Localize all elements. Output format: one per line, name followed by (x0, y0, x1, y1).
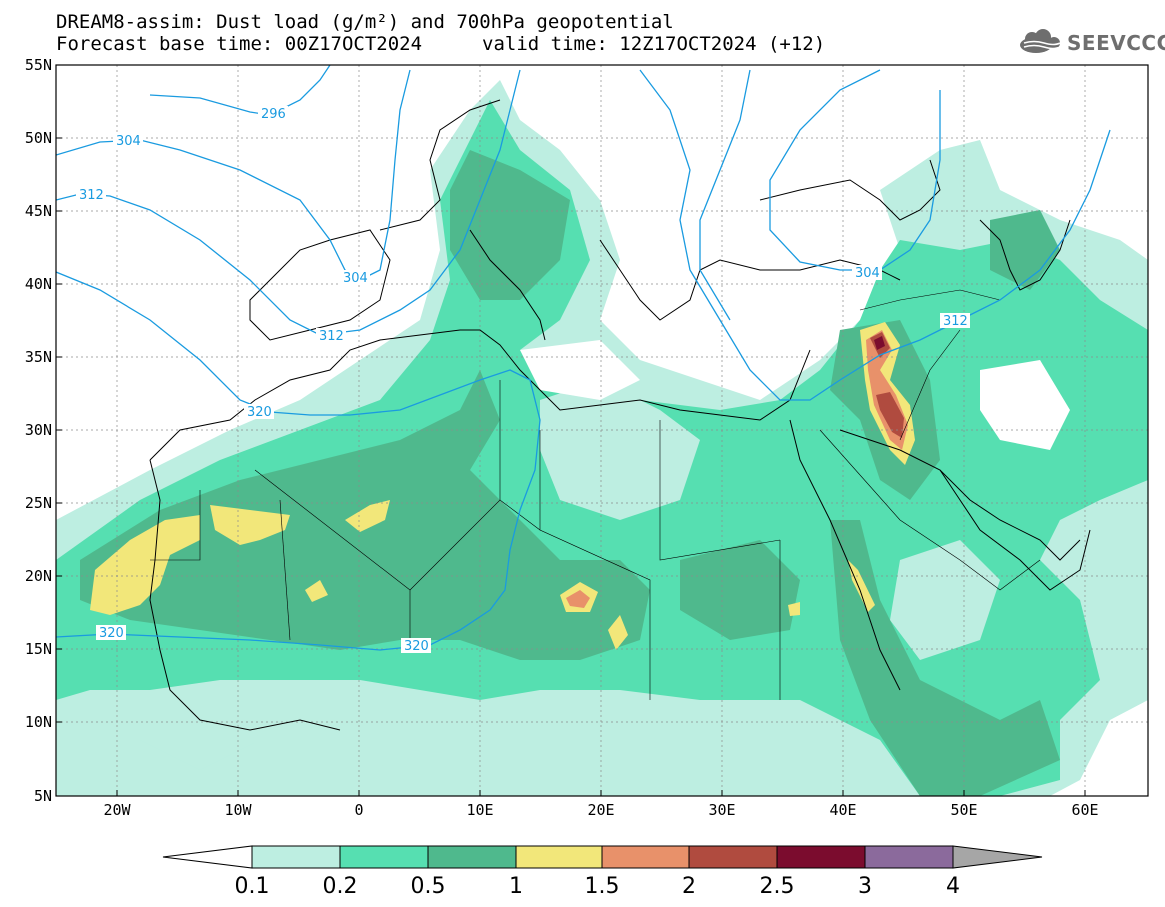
dust-1-area-chad-south (608, 615, 628, 650)
dust-0.5-area-caspian (990, 210, 1060, 290)
dust-clear-area-mediterranean (520, 340, 640, 400)
dust-1.5-area-chad (566, 590, 590, 608)
colorbar-swatch-1.5 (601, 845, 690, 869)
lat-label: 40N (25, 275, 52, 293)
lat-label: 45N (25, 202, 52, 220)
contour-label-320-sahel: 320 (404, 639, 429, 654)
contour-label-304-west: 304 (116, 134, 141, 149)
graticule (56, 65, 1148, 796)
valid-time: valid time: 12Z17OCT2024 (+12) (482, 33, 826, 55)
lat-label: 35N (25, 348, 52, 366)
dust-field: 296 304 312 304 312 320 312 304 320 320 (56, 65, 1148, 796)
latitude-labels: 55N 50N 45N 40N 35N 30N 25N 20N 15N 10N … (25, 56, 52, 805)
dust-1-area-mauritania (90, 515, 200, 615)
map-title: DREAM8-assim: Dust load (g/m²) and 700hP… (56, 11, 674, 33)
dust-clear-area-sahel (290, 680, 400, 780)
contour-labels: 296 304 312 304 312 320 312 304 320 320 (76, 106, 970, 654)
colorbar-high-arrow (952, 845, 1043, 869)
colorbar-swatch-0.1 (251, 845, 341, 869)
lon-label: 30E (708, 801, 735, 819)
lon-label: 10E (466, 801, 493, 819)
lat-label: 25N (25, 494, 52, 512)
logo-text: SEEVCCC (1067, 31, 1165, 55)
lat-label: 30N (25, 421, 52, 439)
dust-clear-area-arabia (890, 540, 1000, 660)
colorbar-label: 1.5 (585, 874, 620, 899)
dust-1-area-red-sea-coast (848, 560, 875, 612)
lat-label: 20N (25, 567, 52, 585)
dust-clear-area-iran (980, 360, 1070, 450)
lat-label: 5N (34, 787, 52, 805)
colorbar-swatch-0.2 (339, 845, 429, 869)
contour-label-320-west: 320 (99, 626, 124, 641)
dust-1-area-algeria (345, 500, 390, 532)
lon-label: 40E (829, 801, 856, 819)
dust-0.5-area-red-sea (830, 520, 1060, 796)
tick-marks (56, 64, 1086, 796)
dust-1-area-sudan (788, 602, 800, 616)
dust-1-area-mali (210, 505, 290, 545)
lat-label: 15N (25, 640, 52, 658)
contour-label-304-east: 304 (855, 266, 880, 281)
dust-0.5-area-sudan (680, 540, 800, 640)
dust-0.5-area-italy (450, 150, 570, 300)
dust-2.5-area-iraq (874, 336, 885, 350)
colorbar-label: 2.5 (760, 874, 795, 899)
colorbar: 0.1 0.2 0.5 1 1.5 2 2.5 3 4 (162, 845, 1043, 899)
contour-label-312-east: 312 (943, 314, 968, 329)
cloud-logo-icon (1020, 29, 1061, 53)
colorbar-label: 3 (858, 874, 872, 899)
contour-label-296: 296 (261, 107, 286, 122)
colorbar-label: 0.2 (323, 874, 358, 899)
contour-label-304-spain: 304 (343, 271, 368, 286)
contour-label-320-morocco: 320 (247, 405, 272, 420)
country-borders (150, 289, 1041, 700)
lat-label: 55N (25, 56, 52, 74)
colorbar-label: 0.1 (235, 874, 270, 899)
dust-1-area-niger (305, 580, 328, 602)
colorbar-label: 4 (946, 874, 960, 899)
contour-label-312-spain: 312 (319, 329, 344, 344)
colorbar-label: 2 (682, 874, 696, 899)
lon-label: 10W (224, 801, 252, 819)
coastlines (149, 99, 1091, 731)
lon-label: 20E (587, 801, 614, 819)
longitude-labels: 20W 10W 0 10E 20E 30E 40E 50E 60E (103, 801, 1098, 819)
lon-label: 20W (103, 801, 131, 819)
lat-label: 50N (25, 129, 52, 147)
lon-label: 50E (950, 801, 977, 819)
lon-label: 60E (1071, 801, 1098, 819)
colorbar-swatch-0.5 (427, 845, 517, 869)
contour-label-312-west: 312 (79, 188, 104, 203)
colorbar-swatch-2.5 (776, 845, 866, 869)
lon-label: 0 (354, 801, 363, 819)
colorbar-swatch-3 (864, 845, 954, 869)
colorbar-swatch-1 (515, 845, 603, 869)
colorbar-label: 1 (509, 874, 523, 899)
dust-2-area-iraq-south (876, 392, 904, 438)
dust-clear-area-west-africa (140, 690, 260, 770)
colorbar-swatch-2 (688, 845, 778, 869)
colorbar-label: 0.5 (411, 874, 446, 899)
lat-label: 10N (25, 713, 52, 731)
forecast-base-time: Forecast base time: 00Z17OCT2024 (56, 33, 423, 55)
colorbar-low-arrow (162, 845, 253, 869)
